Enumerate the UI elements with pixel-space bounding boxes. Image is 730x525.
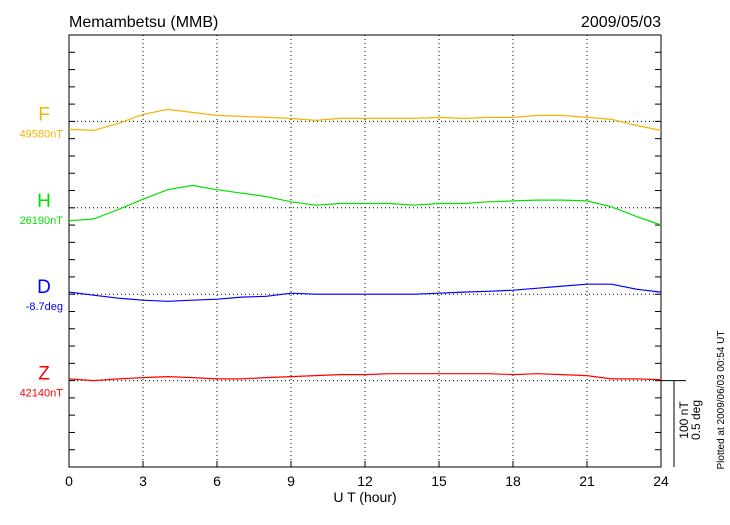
x-tick-label: 24 <box>653 473 669 489</box>
baseline-label-F: 49580nT <box>20 128 64 140</box>
series-name-F: F <box>38 104 50 125</box>
scale-bar-nt-label: 100 nT <box>677 401 691 439</box>
x-tick-label: 6 <box>213 473 221 489</box>
series-line-F <box>68 108 662 132</box>
baseline-label-Z: 42140nT <box>20 388 64 400</box>
baseline-label-D: -8.7deg <box>26 301 63 313</box>
series-name-D: D <box>37 277 51 298</box>
series-name-Z: Z <box>38 364 50 385</box>
baseline-label-H: 26190nT <box>20 215 64 227</box>
series-line-H <box>68 184 662 226</box>
chart-title: Memambetsu (MMB) <box>69 14 218 31</box>
x-tick-label: 3 <box>139 473 147 489</box>
x-axis-label: U T (hour) <box>333 489 396 505</box>
scale-bar-deg-label: 0.5 deg <box>689 400 703 440</box>
x-tick-label: 21 <box>579 473 595 489</box>
series-line-D <box>68 283 662 302</box>
x-tick-label: 9 <box>287 473 295 489</box>
x-tick-label: 18 <box>505 473 521 489</box>
series-line-Z <box>68 373 662 382</box>
series-name-H: H <box>37 191 51 212</box>
x-tick-label: 0 <box>65 473 73 489</box>
chart-date: 2009/05/03 <box>581 14 661 31</box>
x-tick-label: 15 <box>431 473 447 489</box>
plotted-at-footer: Plotted at 2009/06/03 00:54 UT <box>716 331 727 470</box>
x-tick-label: 12 <box>357 473 373 489</box>
